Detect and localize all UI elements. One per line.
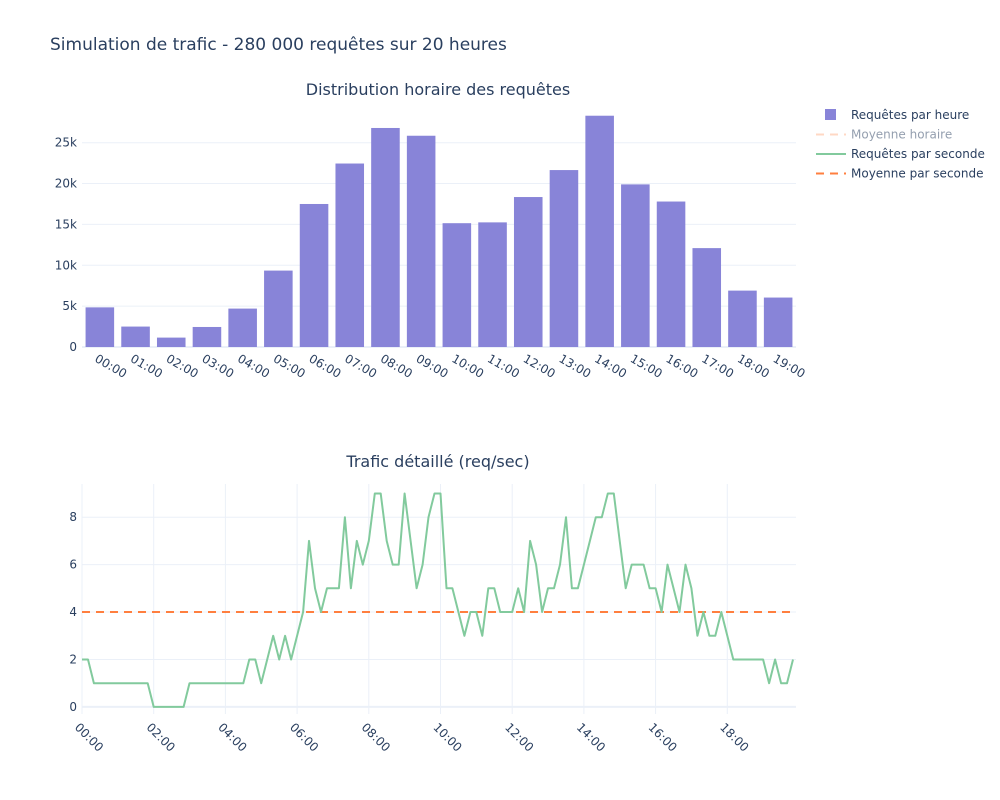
bar-11:00[interactable] bbox=[478, 222, 507, 347]
legend-bar-swatch bbox=[825, 109, 836, 120]
legend[interactable]: Requêtes par heure Moyenne horaire Requête… bbox=[816, 108, 985, 181]
line-subplot: Trafic détaillé (req/sec) 0 2 4 6 8 00:00 02:… bbox=[69, 452, 796, 755]
bar-12:00[interactable] bbox=[513, 197, 543, 347]
bar-07:00[interactable] bbox=[335, 163, 365, 347]
line-x-tick-label: 14:00 bbox=[574, 720, 608, 754]
bar-19:00[interactable] bbox=[763, 297, 793, 347]
bar-x-tick-label: 17:00 bbox=[699, 351, 736, 380]
figure-title: Simulation de trafic - 280 000 requêtes … bbox=[50, 35, 507, 55]
line-gridlines bbox=[81, 484, 796, 714]
bar-x-tick-label: 12:00 bbox=[521, 351, 558, 380]
line-y-ticks: 0 2 4 6 8 bbox=[69, 510, 77, 714]
bar-x-tick-label: 00:00 bbox=[92, 351, 129, 380]
bar-14:00[interactable] bbox=[585, 115, 614, 347]
bar-x-ticks: 00:0001:0002:0003:0004:0005:0006:0007:00… bbox=[92, 351, 807, 380]
line-y-tick-label: 4 bbox=[69, 605, 77, 619]
bar-x-tick-label: 05:00 bbox=[271, 351, 308, 380]
legend-label: Moyenne par seconde bbox=[851, 167, 984, 181]
bar-06:00[interactable] bbox=[299, 203, 329, 347]
bar-00:00[interactable] bbox=[85, 307, 115, 347]
bar-y-tick-label: 15k bbox=[55, 217, 77, 231]
bar-02:00[interactable] bbox=[156, 337, 186, 347]
bar-18:00[interactable] bbox=[728, 290, 757, 347]
bar-03:00[interactable] bbox=[192, 326, 222, 347]
bar-y-tick-label: 25k bbox=[55, 136, 77, 150]
bar-subplot: Distribution horaire des requêtes 0 5k 10k… bbox=[55, 80, 808, 381]
bar-09:00[interactable] bbox=[406, 135, 436, 347]
bar-y-tick-label: 20k bbox=[55, 177, 77, 191]
legend-item[interactable]: Moyenne horaire bbox=[816, 128, 952, 142]
bar-series[interactable] bbox=[85, 115, 793, 347]
bar-x-tick-label: 14:00 bbox=[592, 351, 629, 380]
legend-item[interactable]: Requêtes par seconde bbox=[816, 147, 985, 161]
line-x-tick-label: 06:00 bbox=[287, 720, 321, 754]
line-series[interactable] bbox=[82, 492, 796, 708]
line-y-tick-label: 6 bbox=[69, 558, 77, 572]
line-x-tick-label: 18:00 bbox=[717, 720, 751, 754]
bar-15:00[interactable] bbox=[621, 184, 650, 347]
bar-y-ticks: 0 5k 10k 15k 20k 25k bbox=[55, 136, 77, 354]
legend-label: Requêtes par heure bbox=[851, 108, 969, 122]
legend-item[interactable]: Moyenne par seconde bbox=[816, 167, 984, 181]
bar-05:00[interactable] bbox=[264, 270, 293, 347]
bar-x-tick-label: 16:00 bbox=[664, 351, 701, 380]
line-x-tick-label: 00:00 bbox=[72, 720, 106, 754]
bar-x-tick-label: 02:00 bbox=[164, 351, 201, 380]
line-x-tick-label: 12:00 bbox=[502, 720, 536, 754]
bar-y-tick-label: 10k bbox=[55, 258, 77, 272]
line-y-tick-label: 2 bbox=[69, 652, 77, 666]
bar-y-tick-label: 0 bbox=[69, 340, 77, 354]
bar-x-tick-label: 01:00 bbox=[128, 351, 165, 380]
bar-x-tick-label: 06:00 bbox=[307, 351, 344, 380]
requests-per-second-line[interactable] bbox=[82, 492, 794, 708]
bar-x-tick-label: 09:00 bbox=[414, 351, 451, 380]
legend-label: Moyenne horaire bbox=[851, 128, 952, 142]
bar-x-tick-label: 08:00 bbox=[378, 351, 415, 380]
bar-y-tick-label: 5k bbox=[62, 299, 77, 313]
bar-x-tick-label: 03:00 bbox=[199, 351, 236, 380]
bar-01:00[interactable] bbox=[121, 326, 150, 347]
legend-item[interactable]: Requêtes par heure bbox=[825, 108, 969, 122]
legend-label: Requêtes par seconde bbox=[851, 147, 985, 161]
line-x-tick-label: 08:00 bbox=[359, 720, 393, 754]
bar-x-tick-label: 07:00 bbox=[342, 351, 379, 380]
bar-x-tick-label: 18:00 bbox=[735, 351, 772, 380]
line-x-tick-label: 10:00 bbox=[430, 720, 464, 754]
bar-10:00[interactable] bbox=[442, 223, 472, 347]
bar-16:00[interactable] bbox=[656, 201, 686, 347]
bar-13:00[interactable] bbox=[549, 170, 579, 347]
bar-04:00[interactable] bbox=[228, 308, 257, 347]
bar-gridlines bbox=[82, 142, 796, 348]
bar-08:00[interactable] bbox=[371, 127, 400, 347]
bar-x-tick-label: 15:00 bbox=[628, 351, 665, 380]
bar-x-tick-label: 04:00 bbox=[235, 351, 272, 380]
bar-x-tick-label: 10:00 bbox=[449, 351, 486, 380]
line-y-tick-label: 8 bbox=[69, 510, 77, 524]
line-y-tick-label: 0 bbox=[69, 700, 77, 714]
line-x-ticks: 00:00 02:00 04:00 06:00 08:00 10:00 12:00 14:00… bbox=[72, 720, 752, 754]
bar-subplot-title: Distribution horaire des requêtes bbox=[306, 80, 570, 99]
line-subplot-title: Trafic détaillé (req/sec) bbox=[345, 452, 529, 471]
line-x-tick-label: 02:00 bbox=[144, 720, 178, 754]
line-x-tick-label: 16:00 bbox=[645, 720, 679, 754]
bar-x-tick-label: 11:00 bbox=[485, 351, 522, 380]
bar-x-tick-label: 13:00 bbox=[556, 351, 593, 380]
bar-17:00[interactable] bbox=[692, 248, 722, 347]
bar-x-tick-label: 19:00 bbox=[771, 351, 808, 380]
line-x-tick-label: 04:00 bbox=[215, 720, 249, 754]
